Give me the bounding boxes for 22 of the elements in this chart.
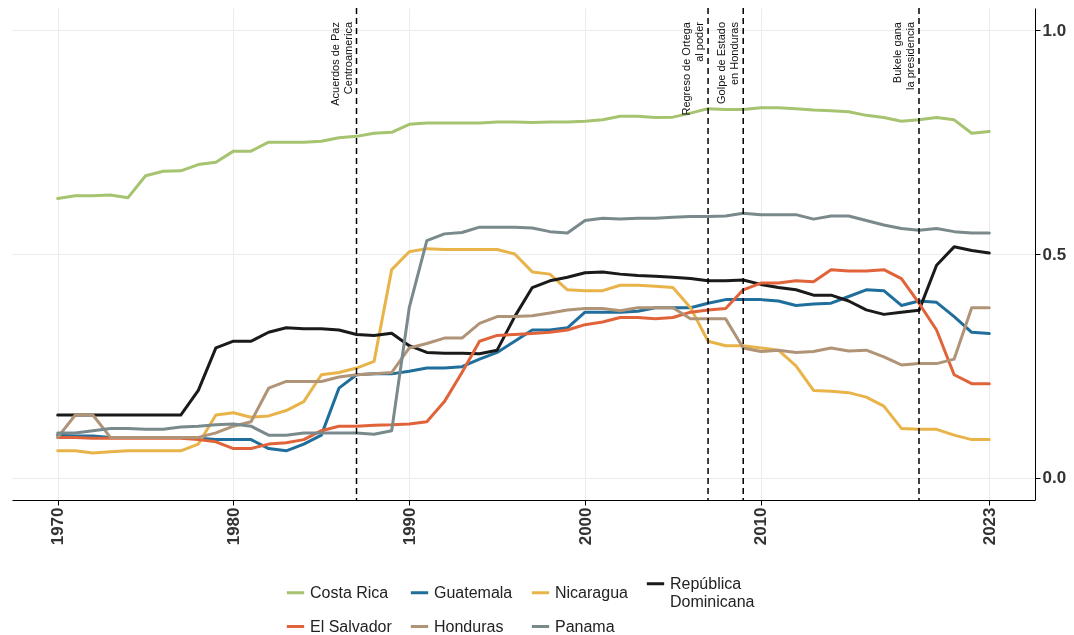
line-series <box>56 306 991 439</box>
legend-label: Costa Rica <box>310 583 389 601</box>
y-tick-label: 1.0 <box>1042 20 1067 40</box>
x-tick-label: 2000 <box>575 507 595 546</box>
ref-line-label: Regreso de Ortega al poder <box>680 21 706 116</box>
legend-label: República Dominicana <box>670 574 755 610</box>
x-tick-label: 1970 <box>48 507 68 546</box>
y-tick-label: 0.5 <box>1042 244 1067 264</box>
ref-line-label: Acuerdos de Paz Centroamerica <box>328 21 354 106</box>
legend-label: Panama <box>555 617 615 635</box>
x-tick-label: 1980 <box>223 507 243 546</box>
line-series <box>56 245 991 417</box>
x-tick-label: 1990 <box>399 507 419 546</box>
x-tick-label: 2010 <box>751 507 771 546</box>
line-series <box>56 211 991 437</box>
legend-label: Guatemala <box>434 583 513 601</box>
x-tick-label: 2023 <box>979 507 999 546</box>
ref-line-label: Bukele gana la presidencia <box>890 21 916 90</box>
legend-label: El Salvador <box>310 617 393 635</box>
legend-label: Honduras <box>434 617 504 635</box>
legend-label: Nicaragua <box>555 583 629 601</box>
y-tick-label: 0.0 <box>1042 468 1067 488</box>
